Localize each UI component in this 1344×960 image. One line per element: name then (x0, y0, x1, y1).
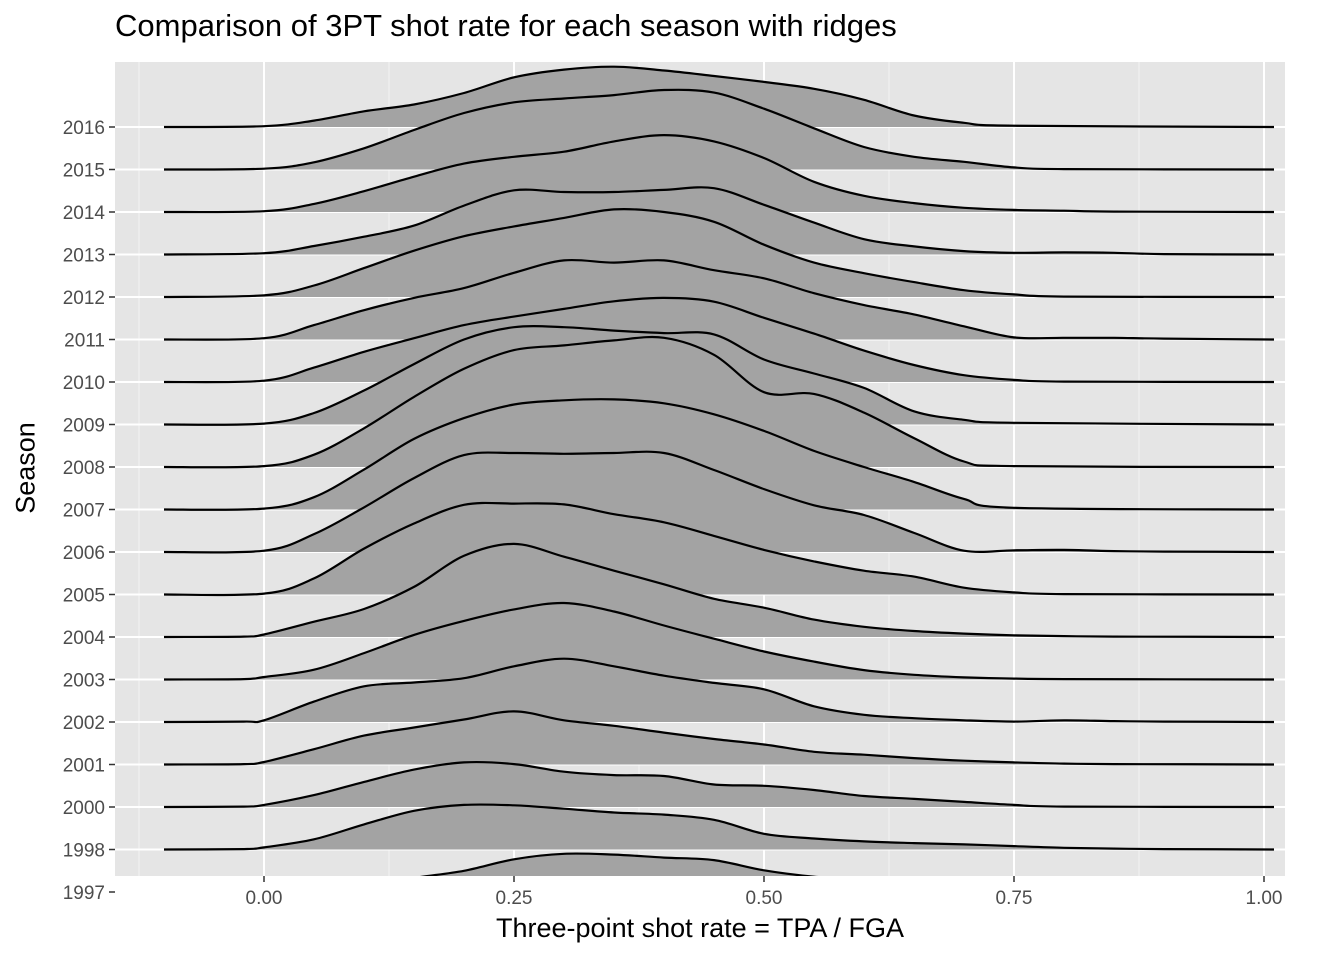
ridge-2004 (163, 542, 1275, 639)
ridge-line-2016 (163, 65, 1275, 129)
x-tick-label: 0.75 (996, 888, 1033, 909)
ridge-2011 (163, 258, 1275, 341)
ridge-line-2006 (163, 450, 1275, 554)
y-tick-label: 2008 (63, 458, 105, 479)
x-tick-label: 0.50 (746, 888, 783, 909)
y-tick-label: 2000 (63, 798, 105, 819)
y-tick-label: 2013 (63, 246, 105, 267)
ridge-fill-2011 (164, 260, 1274, 340)
chart-title: Comparison of 3PT shot rate for each sea… (115, 8, 897, 43)
ridge-line-2004 (163, 542, 1275, 639)
ridge-line-2013 (163, 186, 1275, 256)
y-tick-label: 1997 (63, 883, 105, 904)
ridge-fill-2014 (164, 135, 1274, 213)
ridge-line-2003 (163, 601, 1275, 681)
x-tick-label: 1.00 (1246, 888, 1283, 909)
y-tick-label: 1998 (63, 841, 105, 862)
ridge-line-2014 (163, 134, 1275, 214)
ridge-fill-2000 (164, 762, 1274, 807)
ridge-fill-1998 (164, 804, 1274, 850)
ridge-line-2002 (163, 657, 1275, 724)
ridge-line-2007 (163, 398, 1275, 511)
ridge-fill-2013 (164, 187, 1274, 255)
ridge-2003 (163, 601, 1275, 681)
ridge-line-2011 (163, 258, 1275, 341)
y-tick-label: 2016 (63, 118, 105, 139)
axes: 1997 1998 2000 2001 2002 2003 2004 2005 2006 2007… (63, 118, 1283, 909)
ridge-2000 (163, 760, 1275, 809)
x-tick-label: 0.00 (246, 888, 283, 909)
ridge-2015 (163, 88, 1275, 171)
ridge-line-2000 (163, 760, 1275, 809)
y-tick-label: 2011 (64, 331, 105, 352)
y-tick-label: 2005 (63, 586, 105, 607)
y-tick-label: 2006 (63, 543, 105, 564)
ridge-2014 (163, 134, 1275, 214)
ridge-line-2005 (163, 501, 1275, 597)
ridge-1997 (419, 852, 819, 876)
ridge-fill-2003 (164, 602, 1274, 680)
y-tick-label: 2001 (63, 756, 105, 777)
ridge-fill-2002 (164, 658, 1274, 723)
ridge-1998 (163, 803, 1275, 851)
ridge-fill-2012 (164, 209, 1274, 297)
ridge-line-2009 (163, 325, 1275, 426)
ridge-line-2015 (163, 88, 1275, 171)
y-tick-label: 2012 (63, 288, 105, 309)
x-axis-label: Three-point shot rate = TPA / FGA (496, 913, 904, 943)
y-tick-label: 2003 (63, 671, 105, 692)
ridge-2001 (163, 710, 1275, 766)
y-tick-label: 2015 (63, 161, 105, 182)
ridge-line-2001 (163, 710, 1275, 766)
ridge-line-1997 (419, 852, 819, 876)
y-tick-label: 2002 (63, 713, 105, 734)
ridge-line-2010 (163, 296, 1275, 384)
ridge-2013 (163, 186, 1275, 256)
ridge-line-2012 (163, 208, 1275, 299)
ridge-line-2008 (163, 335, 1275, 469)
y-tick-label: 2014 (63, 203, 106, 224)
ridges (163, 65, 1275, 876)
y-tick-label: 2010 (63, 373, 105, 394)
ridge-fill-1997 (427, 853, 807, 876)
ridge-2012 (163, 208, 1275, 299)
y-tick-label: 2007 (63, 501, 105, 522)
ridge-fill-2015 (164, 89, 1274, 170)
ridge-fill-2001 (164, 711, 1274, 765)
ridge-line-1998 (163, 803, 1275, 851)
x-tick-label: 0.25 (496, 888, 533, 909)
y-tick-label: 2004 (63, 628, 106, 649)
ridge-2002 (163, 657, 1275, 724)
y-tick-label: 2009 (63, 416, 105, 437)
ridge-fill-2004 (164, 543, 1274, 637)
